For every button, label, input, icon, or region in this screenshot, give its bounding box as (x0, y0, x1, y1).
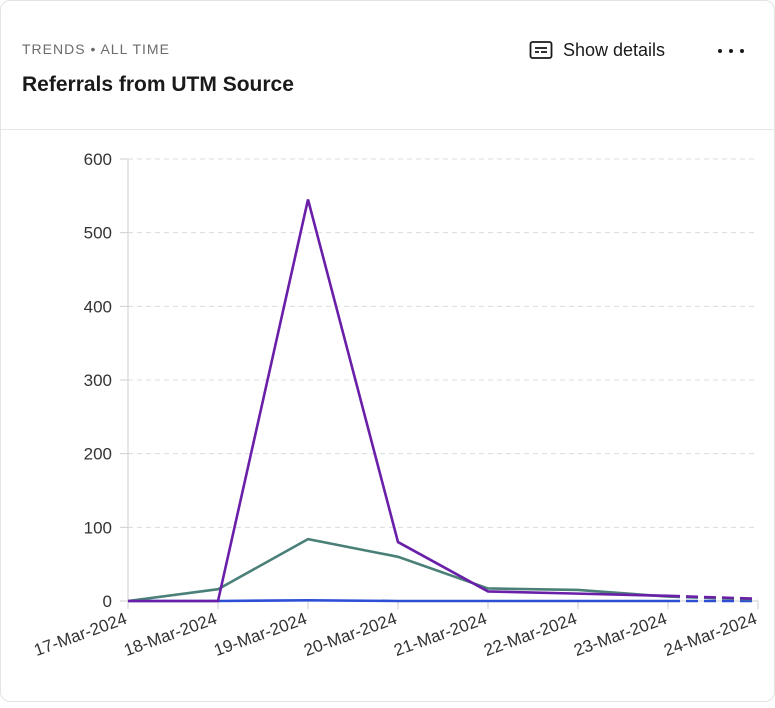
series-line (128, 199, 669, 603)
more-horizontal-icon (716, 41, 746, 59)
x-axis-ticks: 17-Mar-202418-Mar-202419-Mar-202420-Mar-… (31, 601, 759, 660)
insight-title: Referrals from UTM Source (22, 73, 294, 96)
show-details-label: Show details (563, 39, 666, 60)
series-line-incomplete (667, 594, 759, 601)
x-tick-label: 22-Mar-2024 (481, 609, 579, 660)
series-lines (127, 199, 759, 603)
y-tick-label: 100 (84, 518, 112, 537)
y-tick-label: 500 (84, 224, 112, 243)
y-tick-label: 200 (84, 445, 112, 464)
y-tick-label: 600 (84, 150, 112, 169)
y-axis-ticks: 0 100 200 300 400 500 600 (84, 150, 128, 611)
trend-line-chart: 0 100 200 300 400 500 600 17-Mar-202418-Mar-20… (31, 150, 759, 660)
y-tick-label: 400 (84, 297, 112, 316)
more-options-button[interactable] (713, 37, 749, 63)
chart-area: 0 100 200 300 400 500 600 17-Mar-2024 18-Mar-20… (1, 131, 775, 703)
x-tick-label: 24-Mar-2024 (661, 609, 759, 660)
x-tick-label: 21-Mar-2024 (391, 609, 489, 660)
y-tick-label: 300 (84, 371, 112, 390)
x-tick-label: 19-Mar-2024 (211, 609, 309, 660)
x-tick-label: 18-Mar-2024 (121, 609, 219, 660)
insight-subtitle: TRENDS • ALL TIME (22, 41, 170, 57)
subtitles-icon (529, 40, 553, 60)
x-tick-label: 23-Mar-2024 (571, 609, 669, 660)
card-header: TRENDS • ALL TIME Referrals from UTM Sou… (1, 1, 774, 130)
x-tick-label: 17-Mar-2024 (31, 609, 129, 660)
y-tick-label: 0 (103, 592, 112, 611)
show-details-button[interactable]: Show details (529, 35, 665, 65)
grid-lines (128, 158, 758, 528)
x-tick-label: 20-Mar-2024 (301, 609, 399, 660)
series-line (127, 537, 669, 603)
